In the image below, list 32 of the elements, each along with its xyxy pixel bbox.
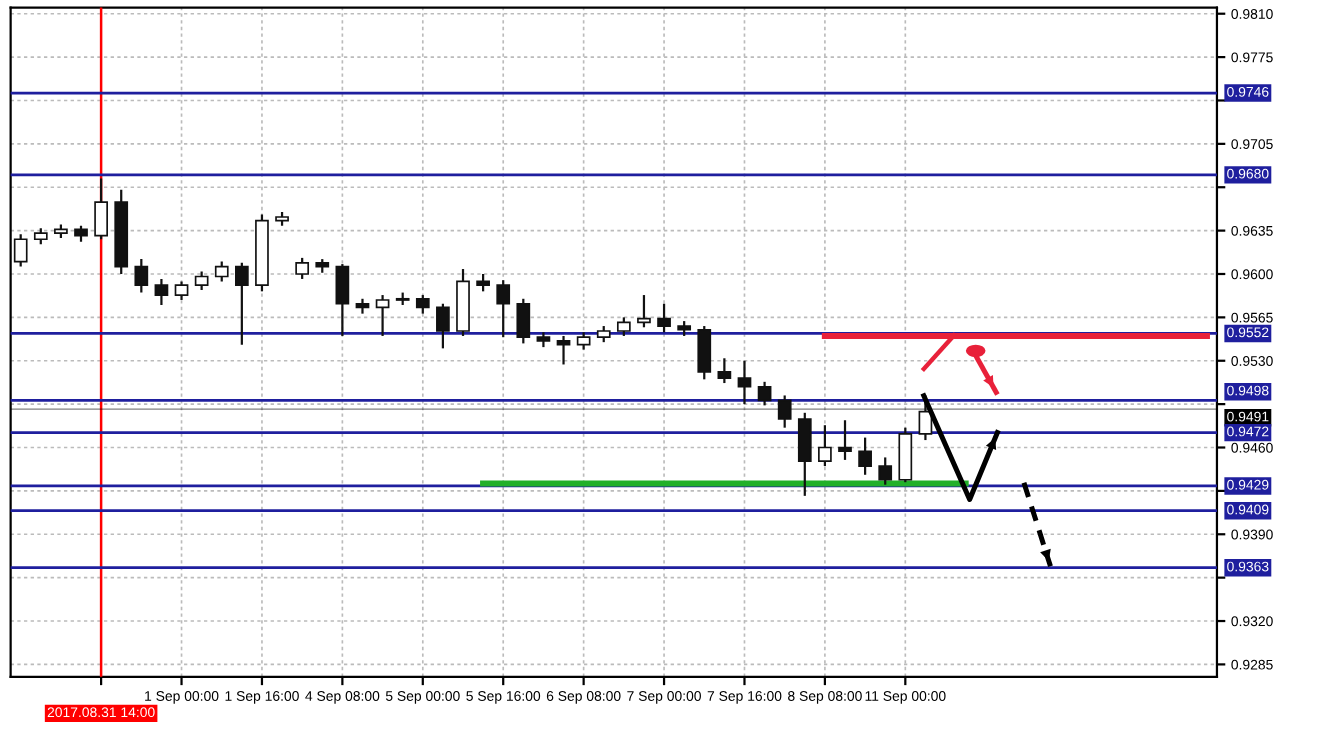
candlestick [415, 293, 430, 315]
candlestick [556, 334, 571, 366]
candlestick [134, 258, 149, 294]
candlestick [355, 297, 370, 315]
candlestick [838, 419, 852, 462]
candlestick [637, 293, 651, 329]
candlestick [818, 424, 832, 468]
candlestick [737, 359, 752, 406]
candlestick [697, 324, 712, 381]
candlestick [436, 302, 450, 350]
candlestick [174, 280, 189, 302]
candlestick [878, 456, 893, 486]
candlestick [777, 394, 792, 429]
candlestick [214, 260, 229, 283]
candlestick [516, 297, 531, 345]
candlestick [295, 256, 310, 281]
candlestick [94, 177, 108, 241]
candlestick [757, 380, 772, 407]
candlestick [717, 357, 732, 385]
candlestick [154, 277, 169, 307]
candlestick [797, 411, 812, 497]
candlestick [616, 316, 631, 338]
candlestick [194, 270, 209, 292]
candlestick [234, 261, 249, 346]
candlestick [13, 233, 28, 268]
candlestick [335, 262, 350, 338]
candlestick [898, 426, 913, 484]
candlestick [918, 394, 933, 442]
candlestick [496, 279, 511, 339]
candlestick [375, 293, 390, 338]
candlestick [858, 436, 872, 476]
candlestick [657, 302, 671, 334]
